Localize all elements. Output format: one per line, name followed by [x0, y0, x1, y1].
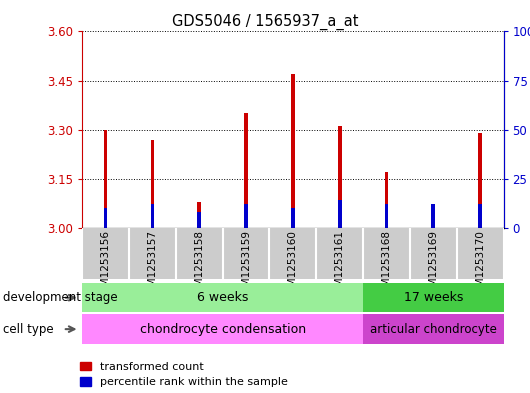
Bar [338, 200, 341, 228]
Bar [151, 204, 154, 228]
Bar [431, 204, 435, 228]
Bar [104, 208, 108, 228]
Text: cell type: cell type [3, 323, 54, 336]
Text: GSM1253157: GSM1253157 [147, 230, 157, 301]
Bar [104, 130, 108, 228]
Text: chondrocyte condensation: chondrocyte condensation [139, 323, 306, 336]
Bar [431, 211, 435, 228]
Bar [82, 283, 363, 312]
Legend: transformed count, percentile rank within the sample: transformed count, percentile rank withi… [80, 362, 288, 387]
Text: GSM1253158: GSM1253158 [194, 230, 204, 301]
Bar [151, 140, 154, 228]
Bar [244, 204, 248, 228]
Bar [478, 204, 482, 228]
Text: development stage: development stage [3, 291, 117, 304]
Text: GSM1253170: GSM1253170 [475, 230, 485, 300]
Bar [385, 204, 388, 228]
Text: GSM1253160: GSM1253160 [288, 230, 298, 300]
Text: GSM1253169: GSM1253169 [428, 230, 438, 301]
Bar [363, 283, 504, 312]
Bar [363, 314, 504, 344]
Bar [197, 212, 201, 228]
Text: GSM1253161: GSM1253161 [334, 230, 344, 301]
Bar [338, 127, 341, 228]
Bar [197, 202, 201, 228]
Bar [385, 172, 388, 228]
Text: GDS5046 / 1565937_a_at: GDS5046 / 1565937_a_at [172, 14, 358, 30]
Bar [82, 314, 363, 344]
Bar [291, 208, 295, 228]
Text: 17 weeks: 17 weeks [403, 291, 463, 304]
Text: articular chondrocyte: articular chondrocyte [370, 323, 497, 336]
Text: 6 weeks: 6 weeks [197, 291, 248, 304]
Bar [478, 133, 482, 228]
Text: GSM1253159: GSM1253159 [241, 230, 251, 301]
Text: GSM1253156: GSM1253156 [101, 230, 111, 301]
Text: GSM1253168: GSM1253168 [382, 230, 392, 301]
Bar [291, 74, 295, 228]
Bar [244, 113, 248, 228]
